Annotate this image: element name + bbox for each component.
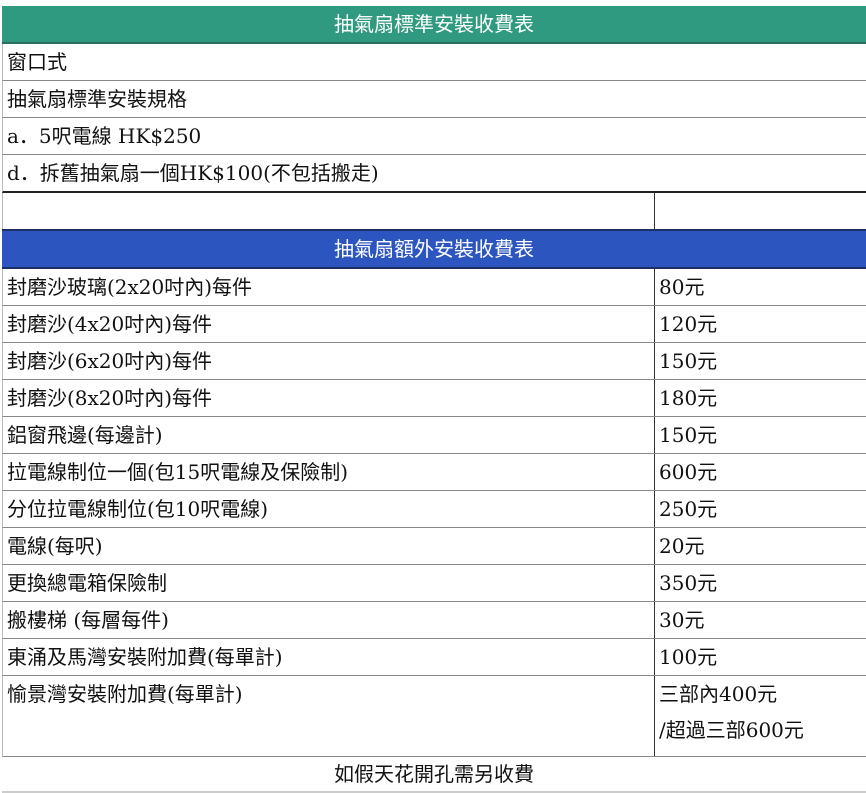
table-row: 拉電線制位一個(包15呎電線及保險制) 600元 (2, 454, 866, 491)
price-line: /超過三部600元 (659, 718, 804, 742)
price-cell: 80元 (659, 275, 705, 299)
item-cell: 東涌及馬灣安裝附加費(每單計) (3, 639, 655, 675)
price-cell: 250元 (659, 497, 718, 521)
standard-header: 抽氣扇標準安裝收費表 (2, 6, 866, 44)
price-line: 三部內400元 (659, 682, 778, 706)
footer-note: 如假天花開孔需另收費 (2, 757, 866, 793)
price-table: 抽氣扇標準安裝收費表 窗口式 抽氣扇標準安裝規格 a．5呎電線 HK$250 d… (2, 6, 866, 793)
price-cell: 150元 (659, 423, 718, 447)
spacer-row (2, 193, 866, 229)
table-row: 封磨沙(6x20吋內)每件 150元 (2, 343, 866, 380)
item-cell: 拉電線制位一個(包15呎電線及保險制) (3, 454, 655, 490)
item-cell: 封磨沙(8x20吋內)每件 (3, 380, 655, 416)
item-cell: 更換總電箱保險制 (3, 565, 655, 601)
table-row: 分位拉電線制位(包10呎電線) 250元 (2, 491, 866, 528)
standard-line: 抽氣扇標準安裝規格 (7, 87, 187, 111)
table-row: 電線(每呎) 20元 (2, 528, 866, 565)
price-cell: 180元 (659, 386, 718, 410)
price-cell: 100元 (659, 645, 718, 669)
item-cell: 分位拉電線制位(包10呎電線) (3, 491, 655, 527)
item-cell: 搬樓梯 (每層每件) (3, 602, 655, 638)
standard-line: d．拆舊抽氣扇一個HK$100(不包括搬走) (7, 161, 379, 185)
item-cell: 封磨沙(4x20吋內)每件 (3, 306, 655, 342)
price-cell: 20元 (659, 534, 705, 558)
standard-line: a．5呎電線 HK$250 (7, 124, 202, 148)
item-cell: 電線(每呎) (3, 528, 655, 564)
item-cell: 愉景灣安裝附加費(每單計) (3, 676, 655, 756)
table-row: 封磨沙(8x20吋內)每件 180元 (2, 380, 866, 417)
table-row: 東涌及馬灣安裝附加費(每單計) 100元 (2, 639, 866, 676)
price-cell: 150元 (659, 349, 718, 373)
table-row: 愉景灣安裝附加費(每單計) 三部內400元 /超過三部600元 (2, 676, 866, 757)
item-cell: 封磨沙(6x20吋內)每件 (3, 343, 655, 379)
item-cell: 封磨沙玻璃(2x20吋內)每件 (3, 269, 655, 305)
extra-header: 抽氣扇額外安裝收費表 (2, 229, 866, 269)
table-row: 搬樓梯 (每層每件) 30元 (2, 602, 866, 639)
table-row: 封磨沙玻璃(2x20吋內)每件 80元 (2, 269, 866, 306)
table-row: 更換總電箱保險制 350元 (2, 565, 866, 602)
price-cell: 30元 (659, 608, 705, 632)
price-cell: 120元 (659, 312, 718, 336)
price-cell: 350元 (659, 571, 718, 595)
table-row: 鋁窗飛邊(每邊計) 150元 (2, 417, 866, 454)
table-row: 封磨沙(4x20吋內)每件 120元 (2, 306, 866, 343)
standard-line: 窗口式 (7, 50, 67, 74)
price-cell: 600元 (659, 460, 718, 484)
price-cell: 三部內400元 /超過三部600元 (655, 676, 866, 756)
item-cell: 鋁窗飛邊(每邊計) (3, 417, 655, 453)
